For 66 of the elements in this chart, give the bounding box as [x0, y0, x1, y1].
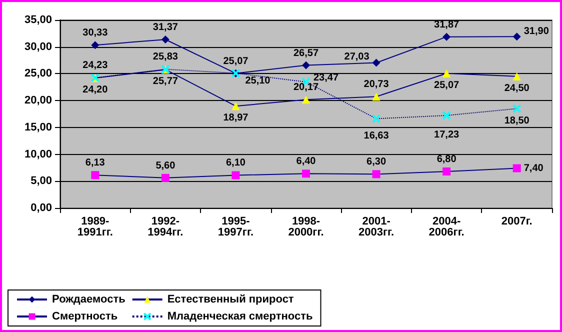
x-tick-label: 2001-2003гг.	[358, 216, 394, 238]
legend-label: Младенческая смертность	[167, 310, 313, 322]
point	[91, 171, 100, 180]
point	[302, 96, 310, 104]
data-label: 18,50	[504, 116, 530, 127]
data-label: 27,03	[344, 51, 370, 62]
y-tick-label: 20,00	[24, 94, 52, 107]
x-tick-label: 1989-1991гг.	[77, 216, 113, 238]
data-label: 6,30	[366, 156, 386, 168]
data-label: 26,57	[293, 48, 319, 59]
x-tick-label: 2004-2006гг.	[428, 216, 464, 238]
legend-label: Рождаемость	[52, 294, 126, 306]
point	[372, 114, 381, 124]
point	[161, 174, 170, 182]
point	[302, 61, 310, 70]
data-label: 17,23	[434, 129, 460, 140]
data-label: 31,90	[524, 26, 550, 38]
point	[512, 104, 522, 114]
point	[372, 170, 380, 178]
y-tick-label: 5,00	[30, 175, 52, 188]
data-label: 24,20	[82, 84, 108, 96]
x-tick-label: 1998-2000гг.	[288, 216, 324, 238]
data-label: 6,80	[436, 154, 457, 165]
data-label: 25,83	[152, 51, 178, 62]
point	[442, 32, 451, 41]
y-tick-label: 15,00	[24, 121, 52, 134]
point	[512, 72, 521, 80]
data-label: 25,10	[245, 76, 271, 87]
data-label: 20,73	[364, 79, 390, 90]
data-label: 18,97	[223, 112, 249, 124]
y-tick-label: 30,00	[24, 40, 52, 53]
data-label: 20,17	[293, 82, 319, 94]
point	[91, 41, 100, 50]
data-label: 24,50	[504, 82, 530, 94]
point	[442, 167, 451, 176]
point	[372, 92, 380, 101]
point	[512, 164, 521, 172]
data-label: 31,37	[152, 22, 178, 33]
data-label: 25,07	[223, 56, 249, 67]
legend-label: Естественный прирост	[167, 294, 294, 306]
point	[302, 170, 310, 178]
data-label: 24,23	[82, 60, 108, 71]
legend-label: Смертность	[52, 310, 118, 322]
point	[161, 36, 170, 44]
point	[232, 102, 240, 110]
data-label: 25,77	[152, 76, 178, 88]
data-label: 30,33	[82, 28, 108, 39]
data-label: 6,40	[296, 156, 316, 168]
data-label: 6,10	[226, 158, 246, 169]
x-tick-label: 1995-1997гг.	[218, 216, 254, 238]
point	[372, 58, 380, 67]
point	[442, 110, 452, 120]
y-tick-label: 35,00	[24, 14, 52, 26]
data-label: 7,40	[524, 162, 544, 174]
data-label: 5,60	[156, 160, 176, 172]
y-tick-label: 10,00	[24, 148, 52, 160]
point	[512, 32, 521, 41]
y-tick-label: 25,00	[24, 68, 52, 80]
data-label: 25,07	[434, 80, 460, 91]
x-tick-label: 2007г.	[501, 216, 532, 228]
point	[442, 69, 451, 78]
point	[232, 171, 240, 180]
x-tick-label: 1992-1994гг.	[148, 216, 184, 238]
data-label: 6,13	[85, 158, 106, 169]
data-label: 16,63	[364, 130, 390, 142]
y-tick-label: 0,00	[30, 202, 52, 214]
